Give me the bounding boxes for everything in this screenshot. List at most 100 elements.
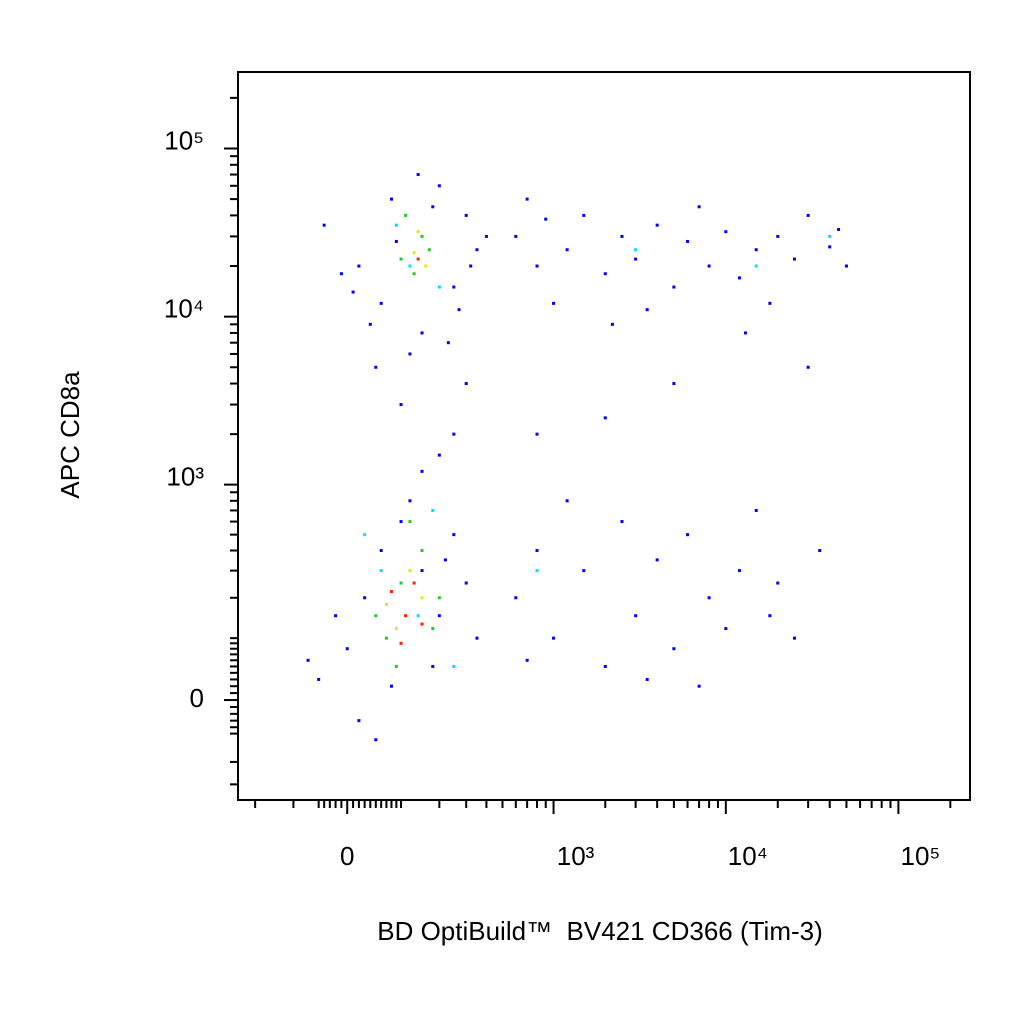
y-tick-label: 10⁴ <box>164 294 204 324</box>
event-dot <box>437 453 441 457</box>
event-dot <box>357 264 361 268</box>
event-dot <box>408 352 412 356</box>
event-dot <box>828 234 832 238</box>
event-dot <box>351 290 355 294</box>
event-dot <box>697 205 701 209</box>
event-dot <box>806 213 810 217</box>
event-dot <box>724 627 728 631</box>
event-dot <box>806 365 810 369</box>
event-dot <box>686 239 690 243</box>
event-dot <box>427 248 431 252</box>
event-dot <box>603 664 607 668</box>
event-dot <box>645 308 649 312</box>
event-dot <box>379 569 383 573</box>
event-dot <box>416 173 420 177</box>
event-dot <box>724 230 728 234</box>
event-dot <box>384 603 388 607</box>
plot-frame <box>237 71 971 801</box>
event-dot <box>306 658 310 662</box>
event-dot <box>399 403 403 407</box>
event-dot <box>394 664 398 668</box>
event-dot <box>446 341 450 345</box>
event-dot <box>420 469 424 473</box>
event-dot <box>655 558 659 562</box>
event-dot <box>535 264 539 268</box>
event-dot <box>776 581 780 585</box>
event-dot <box>475 248 479 252</box>
event-dot <box>412 251 416 255</box>
event-dot <box>416 230 420 234</box>
event-dot <box>828 245 832 249</box>
event-dot <box>535 549 539 553</box>
event-dot <box>535 432 539 436</box>
event-dot <box>754 248 758 252</box>
event-dot <box>565 499 569 503</box>
event-dot <box>394 223 398 227</box>
event-dot <box>437 596 441 600</box>
event-dot <box>620 520 624 524</box>
event-dot <box>743 331 747 335</box>
event-dot <box>437 285 441 289</box>
event-dot <box>408 264 412 268</box>
event-dot <box>357 719 361 723</box>
event-dot <box>437 614 441 618</box>
event-dot <box>634 248 638 252</box>
event-dot <box>399 520 403 524</box>
x-tick-label: 0 <box>340 841 354 871</box>
event-dot <box>404 614 408 618</box>
event-dot <box>389 590 393 594</box>
event-dot <box>379 301 383 305</box>
event-dot <box>655 223 659 227</box>
event-dot <box>404 213 408 217</box>
event-dot <box>374 738 378 742</box>
event-dot <box>525 658 529 662</box>
event-dot <box>420 234 424 238</box>
event-dot <box>686 533 690 537</box>
event-dot <box>464 213 468 217</box>
event-dot <box>620 234 624 238</box>
event-dot <box>363 533 367 537</box>
event-dot <box>363 596 367 600</box>
event-dot <box>792 257 796 261</box>
event-dot <box>431 508 435 512</box>
event-dot <box>394 239 398 243</box>
event-dot <box>420 331 424 335</box>
event-dot <box>452 285 456 289</box>
event-dot <box>565 248 569 252</box>
event-dot <box>443 558 447 562</box>
event-dot <box>792 636 796 640</box>
event-dot <box>408 569 412 573</box>
event-dot <box>368 322 372 326</box>
event-dot <box>672 647 676 651</box>
x-tick-label: 10⁴ <box>728 841 768 871</box>
event-dot <box>389 197 393 201</box>
event-dot <box>399 257 403 261</box>
event-dot <box>514 234 518 238</box>
event-dot <box>452 432 456 436</box>
event-dot <box>420 622 424 626</box>
event-dot <box>776 234 780 238</box>
event-dot <box>707 596 711 600</box>
event-dot <box>431 627 435 631</box>
event-dot <box>322 223 326 227</box>
event-dot <box>582 569 586 573</box>
event-dot <box>818 549 822 553</box>
event-dot <box>408 520 412 524</box>
event-dot <box>634 257 638 261</box>
event-dot <box>768 301 772 305</box>
event-dot <box>420 549 424 553</box>
event-dot <box>552 301 556 305</box>
event-dot <box>457 308 461 312</box>
event-dot <box>645 677 649 681</box>
event-dot <box>399 581 403 585</box>
y-tick-label: 10³ <box>166 461 204 491</box>
event-dot <box>672 382 676 386</box>
event-dot <box>768 614 772 618</box>
event-dot <box>754 264 758 268</box>
event-dot <box>374 614 378 618</box>
event-dot <box>416 257 420 261</box>
event-dot <box>379 549 383 553</box>
event-dot <box>464 382 468 386</box>
event-dot <box>582 213 586 217</box>
